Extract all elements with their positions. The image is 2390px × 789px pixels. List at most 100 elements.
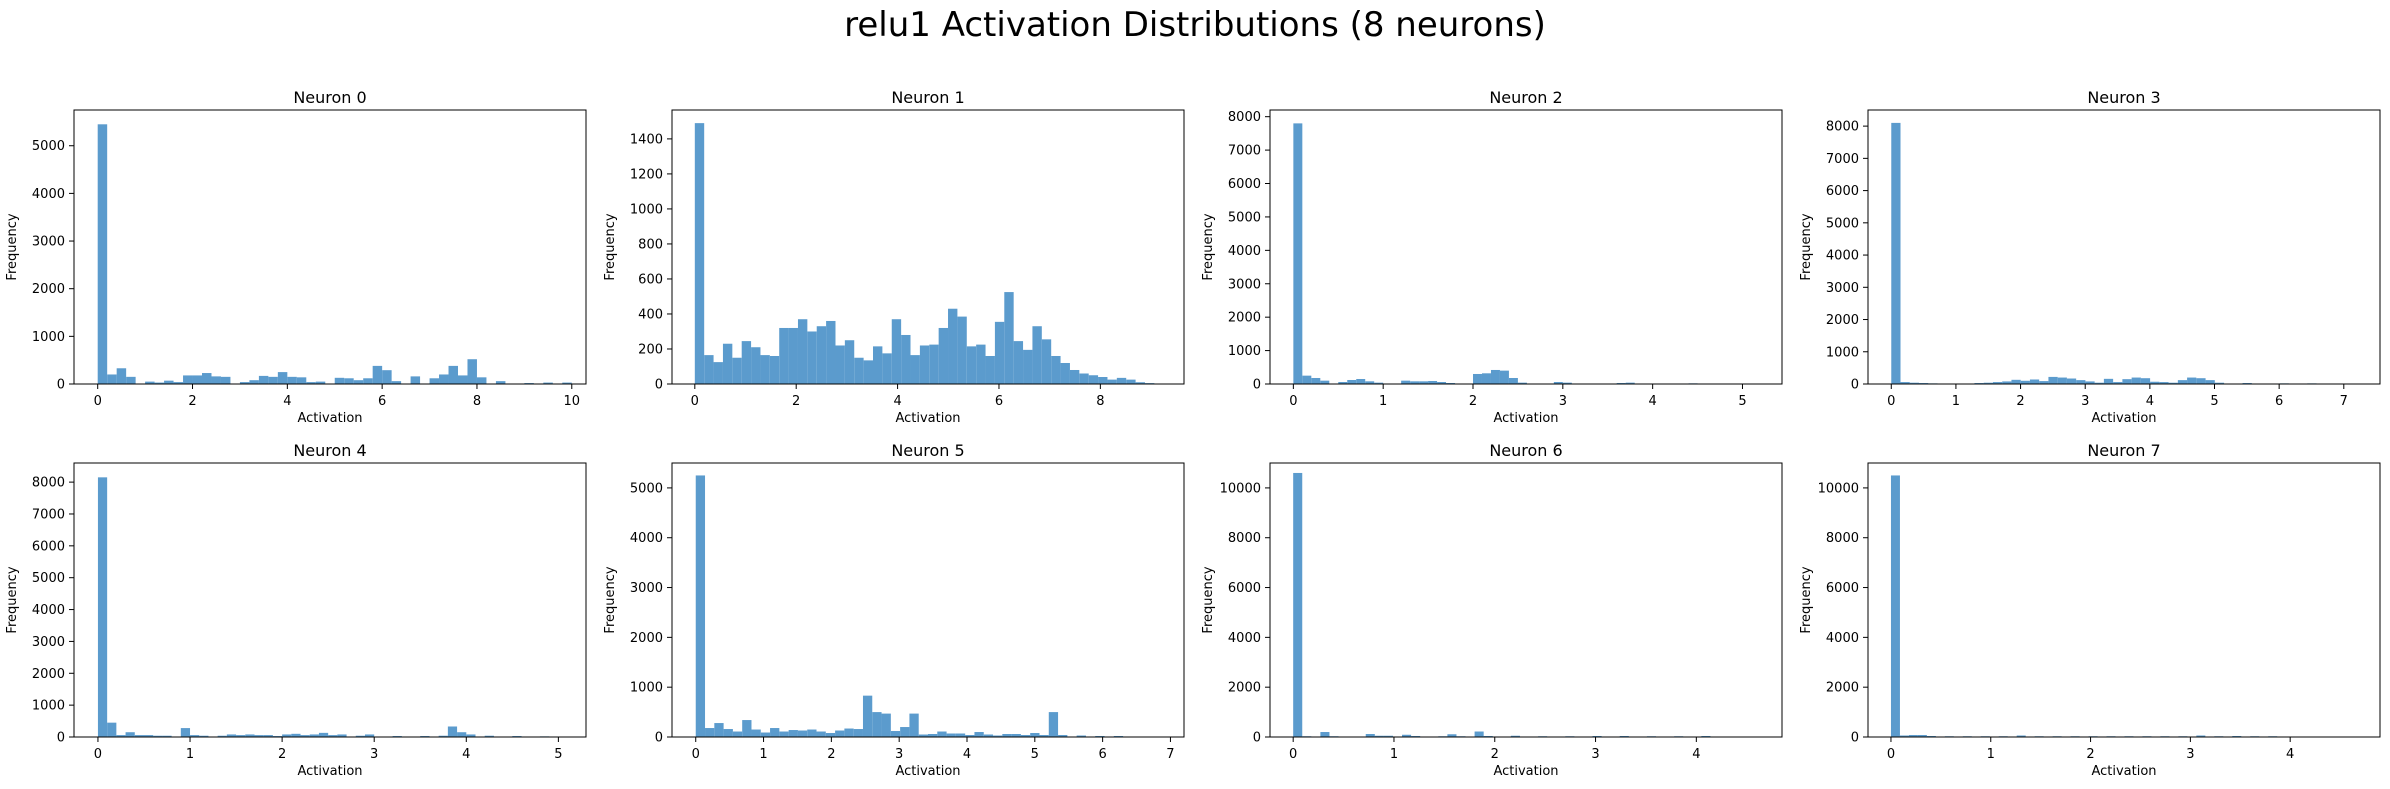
histogram-bar bbox=[1076, 735, 1086, 737]
histogram-bar bbox=[704, 355, 714, 384]
y-tick-label: 8000 bbox=[1228, 110, 1261, 125]
y-tick-label: 1200 bbox=[630, 167, 663, 182]
histogram-bar bbox=[853, 729, 863, 737]
y-tick-label: 1000 bbox=[630, 681, 663, 696]
histogram-bar bbox=[788, 327, 798, 384]
histogram-bar bbox=[1013, 341, 1024, 384]
histogram-bar bbox=[1107, 379, 1117, 384]
histogram-bar bbox=[2016, 735, 2026, 737]
histogram-bar bbox=[890, 731, 901, 737]
histogram-bar bbox=[873, 346, 883, 384]
subplot-neuron-3: 0 1 2 3 4 5 6 7 0 1000 2000 3000 4000 5000 6000 7000 800… bbox=[1799, 88, 2381, 426]
y-tick-label: 6000 bbox=[1228, 581, 1261, 596]
y-tick-label: 2000 bbox=[32, 282, 65, 297]
histogram-bar bbox=[458, 375, 468, 384]
histogram-bar bbox=[202, 373, 212, 384]
histogram-bar bbox=[447, 726, 458, 737]
histogram-bar bbox=[410, 376, 421, 384]
subplot-neuron-6: 0 1 2 3 4 0 2000 4000 6000 8000 10000 Neuron 6 Activ… bbox=[1201, 441, 1783, 779]
histogram-bar bbox=[919, 345, 930, 384]
histogram-bar bbox=[929, 344, 939, 384]
histogram-bar bbox=[448, 365, 458, 384]
histogram-bar bbox=[153, 735, 163, 737]
histogram-bar bbox=[732, 731, 743, 737]
y-axis-label: Frequency bbox=[603, 213, 618, 280]
y-tick-label: 0 bbox=[57, 378, 65, 393]
x-tick-label: 4 bbox=[963, 747, 971, 762]
y-tick-label: 5000 bbox=[32, 571, 65, 586]
subplot-title: Neuron 1 bbox=[891, 88, 964, 107]
histogram-bar bbox=[164, 380, 174, 384]
histogram-bar bbox=[1402, 734, 1412, 737]
histogram-bar bbox=[1510, 735, 1520, 737]
y-tick-label: 8000 bbox=[1826, 120, 1859, 135]
subplot-neuron-2: 0 1 2 3 4 5 0 1000 2000 3000 4000 5000 6000 7000 8000 N… bbox=[1201, 88, 1783, 426]
x-tick-label: 3 bbox=[1591, 747, 1599, 762]
x-tick-label: 5 bbox=[1031, 747, 1039, 762]
y-tick-label: 4000 bbox=[32, 603, 65, 618]
histogram-bar bbox=[854, 357, 864, 384]
y-tick-label: 0 bbox=[1253, 378, 1261, 393]
y-axis-label: Frequency bbox=[1799, 213, 1814, 280]
histogram-bar bbox=[948, 308, 958, 384]
histogram-bar bbox=[816, 326, 827, 384]
histogram-bar bbox=[1983, 382, 1993, 384]
histogram-bar bbox=[863, 360, 873, 384]
y-tick-label: 7000 bbox=[1228, 144, 1261, 159]
y-tick-label: 3000 bbox=[32, 235, 65, 250]
histogram-bar bbox=[976, 344, 986, 384]
y-tick-label: 400 bbox=[638, 307, 663, 322]
histogram-bar bbox=[695, 475, 706, 737]
histogram-bar bbox=[2140, 378, 2151, 384]
x-tick-label: 6 bbox=[378, 394, 386, 409]
histogram-bar bbox=[249, 380, 259, 384]
histogram-bar bbox=[315, 381, 326, 384]
histogram-bar bbox=[1899, 735, 1909, 737]
x-tick-label: 2 bbox=[2016, 394, 2024, 409]
histogram-bar bbox=[993, 735, 1003, 737]
histogram-bar bbox=[2029, 379, 2040, 384]
histogram-bar bbox=[107, 374, 117, 384]
histogram-bar bbox=[2094, 382, 2104, 384]
histogram-bar bbox=[1302, 375, 1312, 384]
y-tick-label: 3000 bbox=[630, 581, 663, 596]
subplot-neuron-5: 0 1 2 3 4 5 6 7 0 1000 2000 3000 4000 5000 Neuron 5 Act… bbox=[603, 441, 1185, 779]
y-tick-label: 200 bbox=[638, 342, 663, 357]
histogram-bar bbox=[363, 378, 373, 384]
histogram-bar bbox=[797, 319, 808, 384]
x-tick-label: 0 bbox=[1887, 394, 1895, 409]
histogram-bar bbox=[277, 372, 288, 384]
histogram-bar bbox=[1401, 380, 1411, 384]
histogram-bar bbox=[1004, 292, 1014, 384]
histogram-bar bbox=[694, 123, 705, 384]
x-tick-label: 6 bbox=[2275, 394, 2283, 409]
x-tick-label: 5 bbox=[1738, 394, 1746, 409]
subplot-title: Neuron 0 bbox=[293, 88, 366, 107]
x-tick-label: 5 bbox=[554, 747, 562, 762]
x-tick-label: 5 bbox=[2210, 394, 2218, 409]
histogram-bar bbox=[1002, 734, 1012, 737]
y-tick-label: 4000 bbox=[1228, 631, 1261, 646]
histogram-bar bbox=[226, 734, 237, 737]
histogram-bar bbox=[116, 368, 127, 384]
histogram-bar bbox=[476, 377, 487, 384]
histogram-bar bbox=[910, 355, 920, 384]
histogram-bar bbox=[844, 728, 854, 737]
y-tick-label: 4000 bbox=[1826, 631, 1859, 646]
y-tick-label: 0 bbox=[1851, 378, 1859, 393]
histogram-bar bbox=[217, 735, 227, 737]
x-tick-label: 1 bbox=[1379, 394, 1387, 409]
histogram-bar bbox=[1499, 370, 1509, 384]
y-tick-label: 2000 bbox=[1228, 681, 1261, 696]
x-tick-label: 3 bbox=[370, 747, 378, 762]
histogram-bar bbox=[2113, 382, 2123, 384]
histogram-bar bbox=[2002, 381, 2012, 384]
histogram-bar bbox=[143, 735, 154, 737]
histogram-bar bbox=[1374, 735, 1384, 737]
histogram-bar bbox=[1553, 382, 1563, 384]
histogram-bar bbox=[391, 381, 402, 384]
axes-frame bbox=[73, 109, 587, 385]
histogram-bar bbox=[1365, 381, 1375, 384]
histogram-bar bbox=[2196, 735, 2206, 737]
